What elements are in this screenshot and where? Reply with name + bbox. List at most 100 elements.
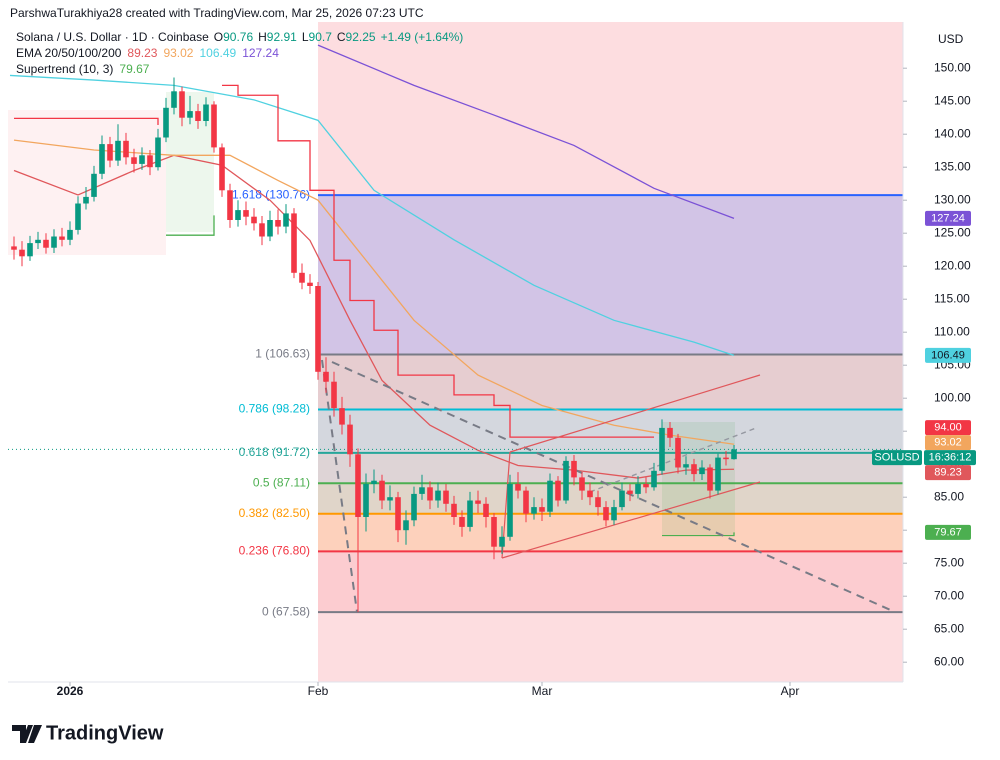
candle-body — [267, 220, 273, 237]
price-badge — [925, 435, 971, 451]
candle-body — [35, 239, 41, 244]
candle-body — [435, 490, 441, 501]
legend-row: Solana / U.S. Dollar · 1D · Coinbase O90.… — [16, 30, 463, 44]
legend-item: 92.91 — [267, 30, 297, 44]
price-badge — [925, 347, 971, 363]
legend-item: +1.49 (+1.64%) — [381, 30, 464, 44]
legend-item: EMA 20/50/100/200 — [16, 46, 122, 60]
legend: Solana / U.S. Dollar · 1D · Coinbase O90.… — [16, 30, 463, 76]
candle-body — [243, 210, 249, 217]
candle-body — [643, 484, 649, 488]
price-badge — [925, 465, 971, 481]
candle-body — [115, 140, 121, 161]
price-badge — [925, 524, 971, 540]
fib-zone — [318, 551, 903, 613]
candle-body — [651, 470, 657, 488]
candle-body — [251, 216, 257, 224]
legend-item: 90.76 — [223, 30, 253, 44]
supertrend-line — [14, 117, 159, 125]
fib-zones: 1.618 (130.76) 1 (106.63) 0.786 (98.28) 0.6… — [232, 22, 903, 682]
candle-body — [427, 487, 433, 501]
candle-body — [395, 497, 401, 531]
supertrend-fill — [8, 110, 166, 255]
candle-body — [123, 140, 129, 158]
candle-body — [555, 480, 561, 501]
candle-body — [235, 210, 241, 220]
x-tick-label: Mar — [532, 684, 553, 698]
candle-body — [203, 104, 209, 121]
countdown-label: 16:36:12 — [929, 452, 972, 464]
y-tick-label: 100.00 — [934, 390, 971, 404]
candle-body — [667, 427, 673, 438]
supertrend-fill — [662, 422, 735, 534]
y-tick-label: 140.00 — [934, 126, 971, 140]
candle-body — [291, 213, 297, 273]
legend-item: O — [214, 30, 223, 44]
candle-body — [179, 91, 185, 118]
ema-line — [9, 74, 735, 356]
fib-zone — [318, 452, 903, 484]
y-tick-label: 115.00 — [934, 291, 970, 305]
candle-body — [163, 107, 169, 138]
y-tick-label: 135.00 — [934, 159, 971, 173]
candle-body — [259, 223, 265, 237]
candle-body — [531, 507, 537, 514]
legend-item: H — [258, 30, 267, 44]
candle-body — [691, 464, 697, 475]
y-tick-label: 75.00 — [934, 555, 964, 569]
legend-item: 90.7 — [309, 30, 333, 44]
candle-body — [483, 503, 489, 517]
candle-body — [323, 371, 329, 382]
supertrend-line — [222, 84, 654, 438]
fib-label: 0 (67.58) — [262, 604, 310, 618]
ema-line — [13, 154, 735, 479]
candle-body — [507, 484, 513, 537]
candle-body — [411, 493, 417, 521]
supertrend-line — [166, 215, 215, 236]
candle-body — [339, 408, 345, 425]
price-badge-label: 93.02 — [934, 437, 962, 449]
logo: TradingView — [12, 722, 164, 744]
trend-lines — [321, 359, 896, 613]
candle-body — [139, 155, 145, 164]
supertrend-line — [662, 532, 735, 537]
candle-body — [731, 449, 737, 460]
candle-body — [19, 249, 25, 257]
candle-body — [627, 490, 633, 494]
symbol-label: SOLUSD — [874, 452, 919, 464]
y-tick-label: 70.00 — [934, 588, 964, 602]
candle-body — [379, 480, 385, 501]
candle-body — [171, 91, 177, 108]
candle-body — [683, 464, 689, 468]
candle-body — [515, 484, 521, 491]
candle-body — [659, 427, 665, 471]
price-badge-label: 127.24 — [931, 212, 965, 224]
candle-body — [331, 381, 337, 409]
legend-row: Supertrend (10, 3) 79.67 — [16, 62, 150, 76]
candle-body — [347, 424, 353, 455]
fib-label: 1 (106.63) — [255, 347, 310, 361]
candle-body — [419, 487, 425, 494]
price-badges: 127.24 106.49 94.00 93.02 SOLUSD 16:36:12 89.2… — [872, 210, 976, 540]
candle-body — [67, 229, 73, 240]
candle-body — [619, 490, 625, 508]
y-tick-label: 60.00 — [934, 654, 964, 668]
x-tick-label: Apr — [781, 684, 800, 698]
candle-body — [219, 147, 225, 191]
price-badge — [925, 420, 971, 436]
legend-row: EMA 20/50/100/200 89.23 93.02 106.49 127.24 — [16, 46, 279, 60]
legend-item: 93.02 — [163, 46, 193, 60]
price-badge-label: 94.00 — [934, 422, 962, 434]
candle-body — [699, 467, 705, 475]
candle-body — [195, 111, 201, 121]
candle-body — [227, 190, 233, 220]
y-tick-label: 145.00 — [934, 93, 971, 107]
legend-item: 106.49 — [199, 46, 236, 60]
credit: ParshwaTurakhiya28 created with TradingV… — [10, 6, 424, 20]
candle-body — [11, 246, 17, 250]
candle-body — [27, 243, 33, 257]
fib-zone — [318, 195, 903, 355]
candle-body — [547, 480, 553, 512]
candle-body — [635, 484, 641, 494]
